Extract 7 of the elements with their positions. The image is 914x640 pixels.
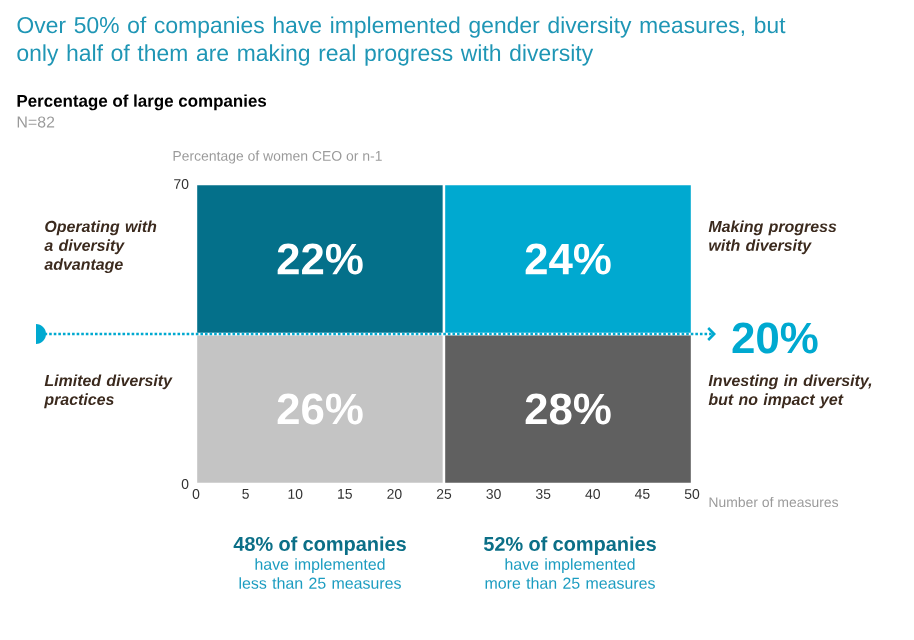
annotation: 20% — [732, 322, 818, 354]
chart-title: Over 50% of companies have implemented gender diversity measures, but only half of them are making real progress with diversity — [17, 16, 786, 66]
annotation: 24% — [525, 243, 611, 275]
annotation: 26% — [277, 393, 363, 425]
annotation: 28% — [525, 393, 611, 425]
chart-subtitle: Percentage of large companies — [17, 94, 267, 111]
annotation: 22% — [277, 243, 363, 275]
